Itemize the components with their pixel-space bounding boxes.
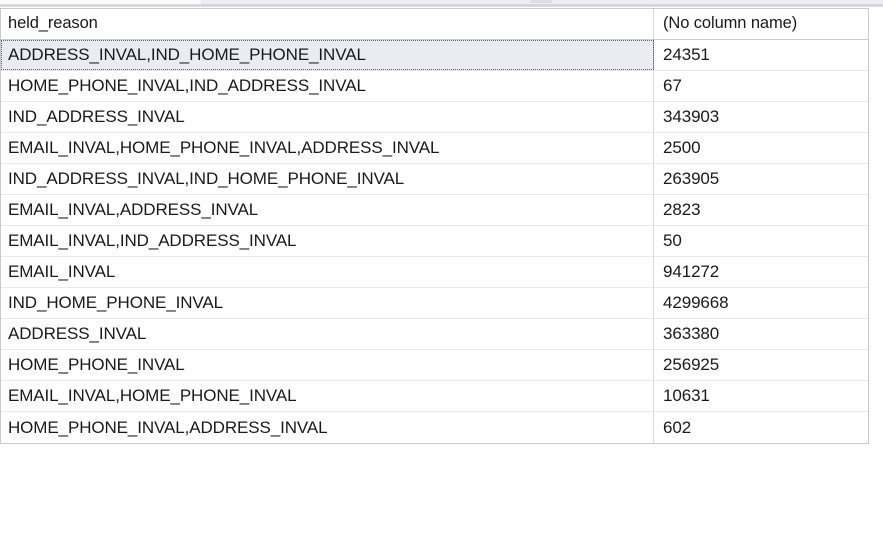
cell-count[interactable]: 2823 — [663, 200, 701, 219]
cell-count[interactable]: 363380 — [663, 324, 720, 343]
cell-held-reason[interactable]: HOME_PHONE_INVAL — [1, 350, 654, 380]
cell-count[interactable]: 263905 — [663, 169, 720, 188]
cell-count[interactable]: 256925 — [663, 355, 720, 374]
cell-count[interactable]: 67 — [663, 76, 682, 95]
table-row[interactable]: HOME_PHONE_INVAL,ADDRESS_INVAL 602 — [1, 412, 868, 443]
cell-count[interactable]: 343903 — [663, 107, 720, 126]
cell-held-reason[interactable]: IND_HOME_PHONE_INVAL — [1, 288, 654, 318]
column-header-count[interactable]: (No column name) — [663, 14, 798, 33]
table-row[interactable]: ADDRESS_INVAL 363380 — [1, 319, 868, 350]
cell-count[interactable]: 2500 — [663, 138, 701, 157]
table-row[interactable]: EMAIL_INVAL,HOME_PHONE_INVAL 10631 — [1, 381, 868, 412]
cell-count[interactable]: 4299668 — [663, 293, 729, 312]
upper-pane-left-edge — [0, 0, 201, 5]
table-row[interactable]: IND_ADDRESS_INVAL 343903 — [1, 102, 868, 133]
upper-pane-right-edge — [653, 0, 883, 5]
column-header-held-reason[interactable]: held_reason — [1, 9, 654, 39]
grid-empty-area — [0, 523, 883, 547]
table-row[interactable]: EMAIL_INVAL,IND_ADDRESS_INVAL 50 — [1, 226, 868, 257]
cell-held-reason[interactable]: ADDRESS_INVAL,IND_HOME_PHONE_INVAL — [1, 40, 654, 70]
table-row[interactable]: ADDRESS_INVAL,IND_HOME_PHONE_INVAL 24351 — [1, 40, 868, 71]
results-grid[interactable]: held_reason (No column name) ADDRESS_INV… — [0, 8, 869, 444]
table-row[interactable]: IND_HOME_PHONE_INVAL 4299668 — [1, 288, 868, 319]
cell-held-reason[interactable]: EMAIL_INVAL,ADDRESS_INVAL — [1, 195, 654, 225]
table-row[interactable]: EMAIL_INVAL,HOME_PHONE_INVAL,ADDRESS_INV… — [1, 133, 868, 164]
cell-held-reason[interactable]: HOME_PHONE_INVAL,ADDRESS_INVAL — [1, 412, 654, 443]
grid-header-row: held_reason (No column name) — [1, 9, 868, 40]
cell-held-reason[interactable]: EMAIL_INVAL — [1, 257, 654, 287]
cell-count[interactable]: 50 — [663, 231, 682, 250]
upper-pane-middle-edge — [201, 0, 653, 5]
cell-held-reason[interactable]: EMAIL_INVAL,IND_ADDRESS_INVAL — [1, 226, 654, 256]
cell-count[interactable]: 10631 — [663, 386, 710, 405]
cell-held-reason[interactable]: IND_ADDRESS_INVAL,IND_HOME_PHONE_INVAL — [1, 164, 654, 194]
upper-pane-edge — [0, 0, 883, 8]
cell-held-reason[interactable]: EMAIL_INVAL,HOME_PHONE_INVAL — [1, 381, 654, 411]
cell-count[interactable]: 24351 — [654, 40, 868, 70]
cell-count[interactable]: 602 — [663, 417, 692, 437]
cell-count[interactable]: 941272 — [663, 262, 720, 281]
cell-held-reason[interactable]: EMAIL_INVAL,HOME_PHONE_INVAL,ADDRESS_INV… — [1, 133, 654, 163]
table-row[interactable]: EMAIL_INVAL,ADDRESS_INVAL 2823 — [1, 195, 868, 226]
cell-held-reason[interactable]: HOME_PHONE_INVAL,IND_ADDRESS_INVAL — [1, 71, 654, 101]
pane-divider — [0, 5, 883, 7]
table-row[interactable]: IND_ADDRESS_INVAL,IND_HOME_PHONE_INVAL 2… — [1, 164, 868, 195]
splitter-handle[interactable] — [530, 0, 552, 3]
table-row[interactable]: EMAIL_INVAL 941272 — [1, 257, 868, 288]
table-row[interactable]: HOME_PHONE_INVAL,IND_ADDRESS_INVAL 67 — [1, 71, 868, 102]
cell-held-reason[interactable]: ADDRESS_INVAL — [1, 319, 654, 349]
table-row[interactable]: HOME_PHONE_INVAL 256925 — [1, 350, 868, 381]
cell-held-reason[interactable]: IND_ADDRESS_INVAL — [1, 102, 654, 132]
